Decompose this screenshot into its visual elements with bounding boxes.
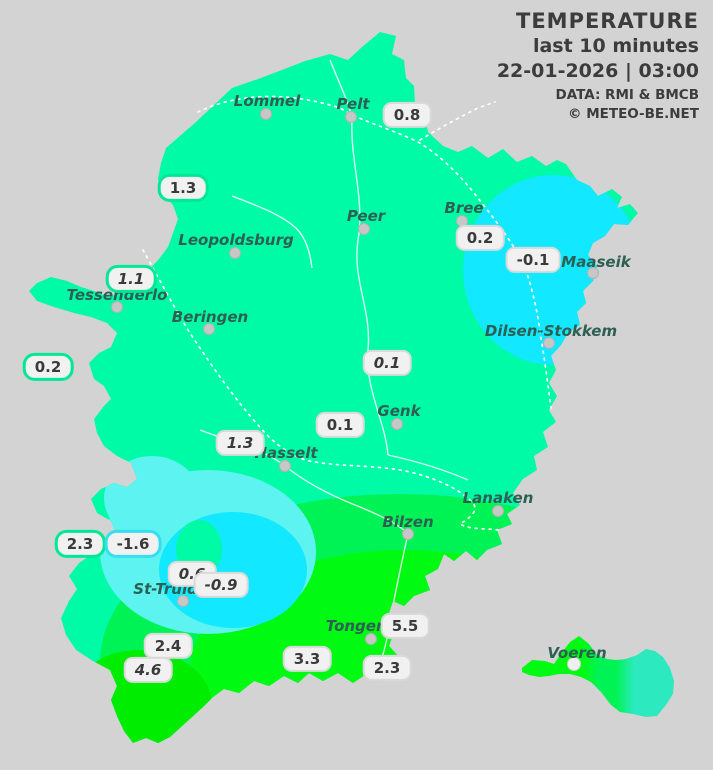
header-copyright: © METEO-BE.NET: [568, 105, 699, 122]
city-label-pelt: Pelt: [336, 95, 370, 113]
temperature-reading-badge: 1.3: [215, 429, 265, 457]
city-dot-lommel: [260, 108, 272, 120]
city-label-lanaken: Lanaken: [462, 489, 534, 507]
temperature-reading-badge: 1.3: [157, 173, 209, 203]
city-dot-st-truiden: [177, 595, 189, 607]
temperature-reading-badge: 0.2: [455, 224, 505, 252]
city-label-dilsen-stokkem: Dilsen-Stokkem: [484, 322, 618, 340]
city-dot-pelt: [345, 111, 357, 123]
temperature-reading-badge: 3.3: [282, 645, 332, 673]
city-dot-voeren: [567, 657, 581, 671]
city-dot-beringen: [203, 323, 215, 335]
temperature-reading-badge: 0.1: [362, 349, 412, 377]
city-label-lommel: Lommel: [233, 92, 301, 110]
city-label-beringen: Beringen: [171, 308, 249, 326]
city-label-peer: Peer: [346, 207, 386, 225]
temperature-reading-badge: 0.1: [315, 411, 365, 439]
temperature-reading-badge: -0.9: [193, 571, 249, 599]
city-label-genk: Genk: [377, 402, 421, 420]
header-subtitle: last 10 minutes: [532, 35, 699, 58]
city-label-hasselt: Hasselt: [254, 444, 318, 462]
city-dot-maaseik: [587, 267, 599, 279]
temperature-reading-badge: -0.1: [505, 246, 561, 274]
header-source: DATA: RMI & BMCB: [555, 86, 699, 103]
city-dot-tessenderlo: [111, 301, 123, 313]
dotted-border-lines: [142, 95, 552, 531]
page-title: TEMPERATURE: [516, 9, 699, 33]
temperature-reading-badge: 2.3: [54, 529, 106, 559]
temperature-reading-badge: 2.3: [362, 654, 412, 682]
city-dot-leopoldsburg: [229, 247, 241, 259]
city-dot-hasselt: [279, 460, 291, 472]
city-dot-bilzen: [402, 528, 414, 540]
temperature-reading-badge: 2.4: [143, 632, 193, 660]
temperature-reading-badge: 0.2: [22, 352, 74, 382]
city-dot-peer: [358, 223, 370, 235]
city-dot-genk: [391, 418, 403, 430]
city-label-voeren: Voeren: [547, 644, 607, 662]
temperature-reading-badge: 1.1: [105, 264, 157, 294]
temperature-reading-badge: 4.6: [123, 656, 173, 684]
temperature-reading-badge: 0.8: [382, 101, 432, 129]
voeren-exclave: [522, 636, 674, 717]
city-dot-tongeren: [365, 633, 377, 645]
map-header: TEMPERATURE last 10 minutes 22-01-2026 |…: [497, 8, 699, 124]
header-datetime: 22-01-2026 | 03:00: [496, 59, 699, 82]
city-dot-lanaken: [492, 505, 504, 517]
city-label-bree: Bree: [444, 199, 484, 217]
city-dot-dilsen-stokkem: [543, 337, 555, 349]
city-label-bilzen: Bilzen: [382, 513, 434, 531]
temperature-reading-badge: -1.6: [104, 529, 162, 559]
city-label-maaseik: Maaseik: [561, 253, 631, 271]
temperature-reading-badge: 5.5: [380, 612, 430, 640]
city-label-leopoldsburg: Leopoldsburg: [178, 231, 294, 249]
